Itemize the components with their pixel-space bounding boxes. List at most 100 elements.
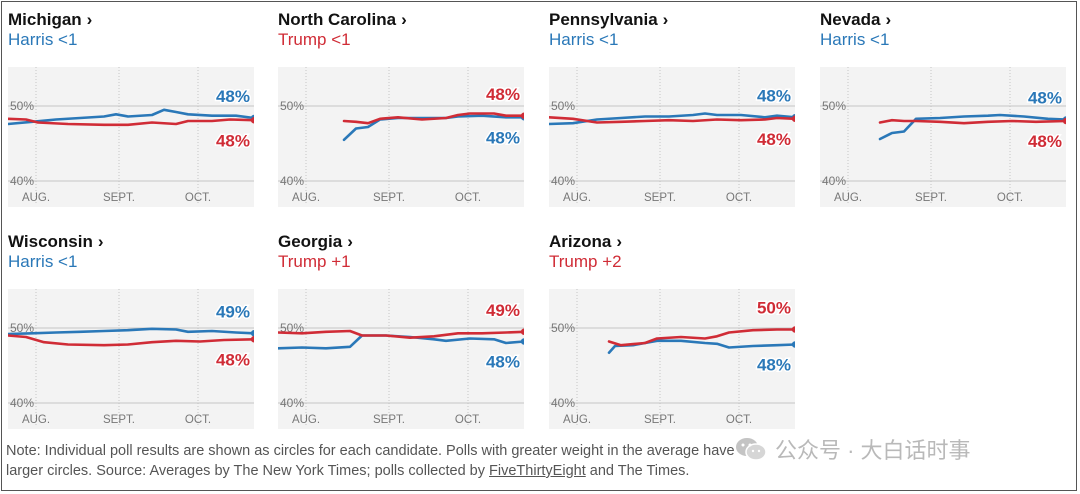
note-line-1: Note: Individual poll results are shown … bbox=[6, 443, 735, 459]
state-name[interactable]: North Carolina › bbox=[278, 10, 407, 29]
wechat-icon bbox=[736, 438, 767, 461]
series-end-marker-trump bbox=[791, 115, 795, 122]
line-chart: 50% 40% AUG. SEPT. OCT. 50% 48% bbox=[549, 289, 795, 429]
note-text-b: larger circles. Source: Averages by The … bbox=[6, 463, 490, 479]
watermark: 公众号 · 大白话时事 bbox=[735, 433, 971, 465]
series-line-harris bbox=[8, 327, 254, 336]
plot-background bbox=[278, 67, 524, 207]
data-label-harris: 48% bbox=[757, 356, 791, 375]
note-text-c: and The Times. bbox=[585, 463, 690, 479]
data-label-harris: 49% bbox=[216, 302, 250, 321]
series-end-marker-trump bbox=[1062, 117, 1066, 125]
x-tick-label: OCT. bbox=[455, 192, 481, 204]
state-panel-michigan: Michigan › Harris <1 50% 40% AUG. SEPT. OCT. 48%… bbox=[8, 10, 254, 210]
chevron-right-icon: › bbox=[97, 232, 104, 251]
series-line-trump bbox=[607, 328, 795, 347]
data-label-harris: 48% bbox=[1028, 89, 1062, 108]
series-end-marker-trump bbox=[250, 336, 254, 343]
x-tick-label: SEPT. bbox=[373, 192, 405, 204]
state-name[interactable]: Arizona › bbox=[549, 232, 623, 251]
x-tick-label: SEPT. bbox=[373, 414, 405, 426]
x-tick-label: SEPT. bbox=[644, 192, 676, 204]
data-label-harris: 48% bbox=[757, 86, 791, 105]
lead-label: Harris <1 bbox=[549, 30, 619, 49]
line-chart: 50% 40% AUG. SEPT. OCT. 48% 48% bbox=[820, 67, 1066, 207]
x-tick-label: OCT. bbox=[997, 192, 1023, 204]
source-note: Note: Individual poll results are shown … bbox=[6, 441, 786, 481]
state-panel-nevada: Nevada › Harris <1 50% 40% AUG. SEPT. OCT. 48% 48… bbox=[820, 10, 1066, 210]
line-chart: 50% 40% AUG. SEPT. OCT. 48% 48% bbox=[8, 67, 254, 207]
data-label-trump: 48% bbox=[1028, 132, 1062, 151]
series-end-marker-harris bbox=[250, 330, 254, 337]
series-end-marker-trump bbox=[791, 326, 795, 333]
x-tick-label: OCT. bbox=[185, 192, 211, 204]
y-tick-label: 40% bbox=[551, 174, 575, 188]
series-line-trump bbox=[549, 115, 795, 124]
series-line-harris bbox=[549, 112, 795, 126]
y-tick-label: 50% bbox=[551, 321, 575, 335]
plot-background bbox=[549, 289, 795, 429]
x-tick-label: OCT. bbox=[185, 414, 211, 426]
data-label-trump: 50% bbox=[757, 299, 791, 318]
plot-background bbox=[820, 67, 1066, 207]
lead-label: Trump +1 bbox=[278, 252, 351, 271]
x-tick-label: SEPT. bbox=[644, 414, 676, 426]
x-tick-label: AUG. bbox=[22, 414, 50, 426]
state-name[interactable]: Pennsylvania › bbox=[549, 10, 669, 29]
state-panel-arizona: Arizona › Trump +2 50% 40% AUG. SEPT. OCT. 50% 48… bbox=[549, 232, 795, 432]
series-end-marker-trump bbox=[520, 328, 524, 335]
plot-background bbox=[8, 289, 254, 429]
plot-background bbox=[8, 67, 254, 207]
chevron-right-icon: › bbox=[347, 232, 353, 251]
data-label-harris: 48% bbox=[216, 87, 250, 106]
x-tick-label: AUG. bbox=[834, 192, 862, 204]
series-line-harris bbox=[342, 114, 524, 142]
note-line-2: larger circles. Source: Averages by The … bbox=[6, 461, 786, 481]
x-tick-label: AUG. bbox=[563, 414, 591, 426]
series-end-marker-harris bbox=[520, 338, 524, 345]
data-label-trump: 48% bbox=[486, 85, 520, 104]
plot-background bbox=[278, 289, 524, 429]
watermark-text: 公众号 · 大白话时事 bbox=[775, 438, 971, 463]
lead-label: Harris <1 bbox=[820, 30, 890, 49]
y-tick-label: 50% bbox=[10, 321, 34, 335]
chevron-right-icon: › bbox=[401, 10, 407, 29]
lead-label: Trump <1 bbox=[278, 30, 351, 49]
y-tick-label: 50% bbox=[280, 99, 304, 113]
y-tick-label: 50% bbox=[551, 99, 575, 113]
series-line-trump bbox=[342, 112, 524, 125]
y-tick-label: 40% bbox=[10, 396, 34, 410]
y-tick-label: 40% bbox=[822, 174, 846, 188]
x-tick-label: OCT. bbox=[455, 414, 481, 426]
chevron-right-icon: › bbox=[662, 10, 669, 29]
series-end-marker-trump bbox=[520, 112, 524, 119]
data-label-trump: 48% bbox=[757, 130, 791, 149]
series-end-marker-harris bbox=[791, 341, 795, 348]
x-tick-label: SEPT. bbox=[103, 192, 135, 204]
series-line-trump bbox=[278, 329, 524, 340]
state-name[interactable]: Michigan › bbox=[8, 10, 93, 29]
fivethirtyeight-link[interactable]: FiveThirtyEight bbox=[489, 463, 586, 479]
plot-background bbox=[549, 67, 795, 207]
series-line-trump bbox=[8, 117, 254, 127]
x-tick-label: SEPT. bbox=[915, 192, 947, 204]
data-label-harris: 48% bbox=[486, 353, 520, 372]
chevron-right-icon: › bbox=[616, 232, 623, 251]
state-name[interactable]: Georgia › bbox=[278, 232, 353, 251]
series-line-trump bbox=[8, 334, 254, 347]
state-name[interactable]: Wisconsin › bbox=[8, 232, 104, 251]
y-tick-label: 50% bbox=[10, 99, 34, 113]
data-label-trump: 48% bbox=[216, 131, 250, 150]
series-line-trump bbox=[878, 118, 1066, 125]
x-tick-label: AUG. bbox=[563, 192, 591, 204]
state-panel-pennsylvania: Pennsylvania › Harris <1 50% 40% AUG. SEPT. OCT… bbox=[549, 10, 795, 210]
line-chart: 50% 40% AUG. SEPT. OCT. 48% 48% bbox=[549, 67, 795, 207]
data-label-harris: 48% bbox=[486, 128, 520, 147]
series-end-marker-trump bbox=[250, 117, 254, 124]
state-name[interactable]: Nevada › bbox=[820, 10, 892, 29]
y-tick-label: 40% bbox=[280, 174, 304, 188]
state-panel-wisconsin: Wisconsin › Harris <1 50% 40% AUG. SEPT. OCT. 49… bbox=[8, 232, 254, 432]
lead-label: Harris <1 bbox=[8, 30, 78, 49]
line-chart: 50% 40% AUG. SEPT. OCT. 48% 48% bbox=[278, 67, 524, 207]
y-tick-label: 40% bbox=[10, 174, 34, 188]
